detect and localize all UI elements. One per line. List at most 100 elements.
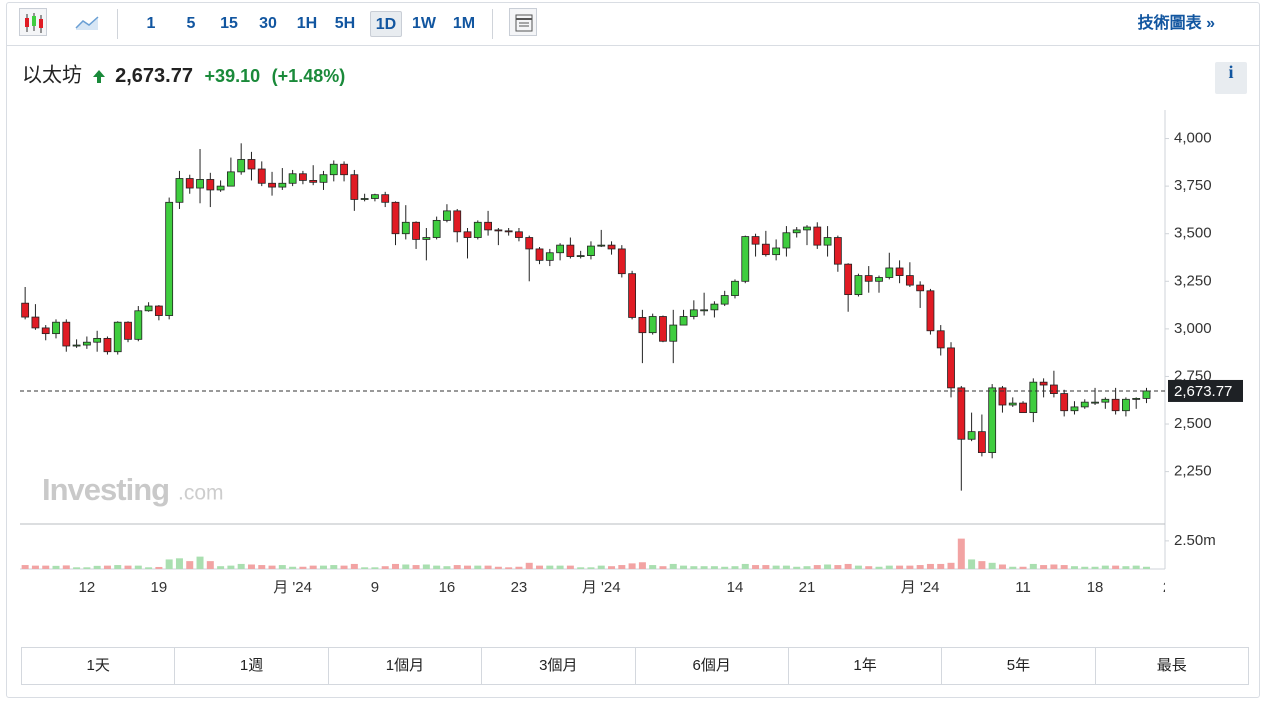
volume-bar [515, 566, 523, 569]
layout-icon[interactable] [509, 8, 537, 36]
candle-body [350, 174, 359, 200]
interval-button[interactable]: 15 [220, 15, 238, 32]
range-button[interactable]: 最長 [1094, 648, 1248, 684]
volume-bar [680, 565, 688, 569]
candle-body [288, 173, 297, 184]
candle-body [1029, 381, 1038, 414]
volume-bar [247, 564, 255, 569]
candle-body [947, 347, 955, 389]
volume-bar [772, 565, 780, 569]
candle-body [1019, 402, 1027, 414]
candle-body [443, 210, 451, 221]
volume-bar [412, 565, 420, 569]
volume-bar [752, 565, 760, 569]
line-icon[interactable] [73, 8, 101, 36]
info-button[interactable]: i [1215, 62, 1247, 94]
x-tick-label: 16 [439, 579, 456, 596]
candle-body [669, 324, 678, 342]
candle-body [412, 221, 420, 240]
volume-bar [175, 558, 183, 569]
candle-body [587, 245, 595, 256]
volume-bar [546, 565, 554, 569]
candle-body [720, 295, 729, 305]
y-tick-label: 3,250 [1174, 272, 1212, 289]
x-tick-label: 2 [1163, 579, 1171, 596]
candle-body [309, 180, 318, 183]
volume-bar [782, 565, 790, 569]
interval-button[interactable]: 1H [296, 15, 318, 32]
volume-bar [422, 564, 430, 569]
candle-body [401, 221, 410, 235]
volume-bar [186, 561, 194, 569]
interval-button[interactable]: 30 [259, 15, 277, 32]
candle-body [299, 173, 307, 181]
volume-bar [1101, 565, 1109, 569]
range-button[interactable]: 1天 [86, 657, 110, 674]
watermark-suffix: .com [178, 482, 224, 505]
volume-bar [1142, 566, 1150, 569]
x-tick-label: 12 [79, 579, 96, 596]
technical-chart-link[interactable]: 技術圖表 » [1137, 15, 1215, 32]
volume-bar [741, 563, 749, 569]
candle-body [782, 232, 791, 249]
volume-bar [361, 567, 369, 569]
candle-body [998, 387, 1007, 406]
volume-bar [690, 566, 698, 569]
x-tick-label: 19 [151, 579, 168, 596]
volume-bar [268, 565, 276, 569]
candle-body [988, 387, 997, 453]
candle-body [813, 226, 822, 246]
interval-button[interactable]: 1M [452, 15, 476, 32]
volume-bar [217, 566, 225, 569]
candle-body [268, 182, 276, 188]
candle-icon[interactable] [19, 8, 47, 36]
x-tick-label: 月 '24 [273, 579, 312, 596]
volume-bar [237, 563, 245, 569]
candle-body [545, 252, 554, 261]
interval-button[interactable]: 1W [412, 15, 436, 32]
volume-bar [556, 565, 564, 569]
candle-body [689, 309, 698, 317]
range-button[interactable]: 1年 [787, 648, 941, 684]
interval-button[interactable]: 5H [334, 15, 356, 32]
range-bar: 1天 1週 1個月 3個月 6個月 1年 5年 最長 [21, 647, 1249, 685]
candle-body [31, 316, 40, 329]
range-button[interactable]: 3個月 [481, 648, 634, 684]
candle-body [761, 243, 770, 256]
candle-body [196, 179, 204, 189]
candle-body [926, 290, 935, 332]
candle-body [494, 229, 503, 232]
range-button[interactable]: 5年 [941, 648, 1094, 684]
volume-bar [21, 565, 29, 569]
volume-bar [145, 567, 153, 569]
separator [492, 9, 493, 39]
candle-body [905, 275, 914, 286]
volume-bar [381, 566, 389, 569]
volume-bar [258, 565, 266, 569]
interval-button[interactable]: 1 [146, 15, 156, 32]
volume-bar [494, 566, 502, 569]
candle-body [21, 302, 30, 318]
volume-bar [73, 567, 81, 569]
last-price-label: 2,673.77 [1174, 383, 1232, 400]
candle-body [257, 168, 266, 184]
y-tick-label: 3,000 [1174, 320, 1212, 337]
range-button[interactable]: 6個月 [634, 648, 788, 684]
candle-body [710, 303, 719, 311]
candle-body [607, 244, 616, 250]
candle-body [977, 431, 986, 453]
volume-bar [608, 566, 616, 569]
volume-bar [289, 566, 297, 569]
candle-body [62, 321, 71, 347]
range-button[interactable]: 1週 [174, 648, 327, 684]
candle-body [237, 159, 246, 173]
range-button[interactable]: 1個月 [327, 648, 481, 684]
candle-body [226, 171, 235, 187]
volume-bar [865, 566, 873, 569]
volume-bar [83, 567, 91, 569]
candle-body [165, 201, 174, 316]
candle-body [175, 178, 184, 203]
candle-body [504, 230, 513, 233]
interval-button[interactable]: 1D [370, 11, 402, 37]
interval-button[interactable]: 5 [186, 15, 196, 32]
